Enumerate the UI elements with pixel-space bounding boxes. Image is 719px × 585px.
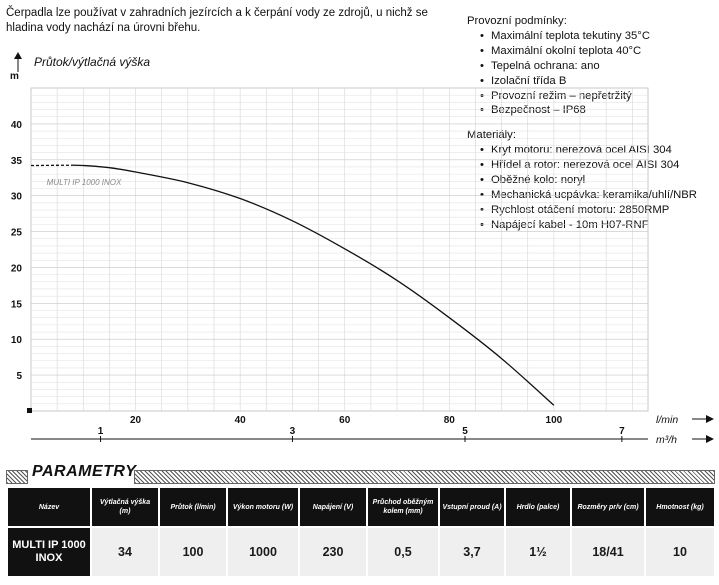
col-header: Hrdlo (palce) bbox=[506, 488, 570, 526]
y-tick-label: 25 bbox=[11, 228, 23, 239]
intro-text: Čerpadla lze používat v zahradních jezír… bbox=[6, 7, 428, 34]
params-header-row: Název Výtlačná výška (m) Průtok (l/min) … bbox=[8, 488, 714, 526]
series-label: MULTI IP 1000 INOX bbox=[47, 178, 122, 187]
col-header: Rozměry pr/v (cm) bbox=[572, 488, 644, 526]
x2-axis-arrowhead bbox=[706, 435, 714, 443]
table-cell: 230 bbox=[300, 526, 366, 576]
material-item: Oběžné kolo: noryl bbox=[480, 173, 717, 188]
header-hatch-right bbox=[134, 470, 715, 484]
params-header: PARAMETRY bbox=[6, 463, 715, 484]
material-item: Kryt motoru: nerezová ocel AISI 304 bbox=[480, 143, 717, 158]
x-tick-label: 20 bbox=[130, 415, 142, 426]
table-cell: 1½ bbox=[506, 526, 570, 576]
col-header: Název bbox=[8, 488, 90, 526]
plot-frame bbox=[30, 87, 649, 412]
col-header: Výkon motoru (W) bbox=[228, 488, 298, 526]
col-header: Výtlačná výška (m) bbox=[92, 488, 158, 526]
col-header: Průchod oběžným kolem (mm) bbox=[368, 488, 438, 526]
x-tick-label: 60 bbox=[339, 415, 351, 426]
col-header: Napájení (V) bbox=[300, 488, 366, 526]
conditions-title: Provozní podmínky: bbox=[467, 15, 567, 27]
col-header: Vstupní proud (A) bbox=[440, 488, 504, 526]
col-header: Průtok (l/min) bbox=[160, 488, 226, 526]
x2-tick-label: 1 bbox=[98, 426, 104, 437]
table-cell: 0,5 bbox=[368, 526, 438, 576]
header-hatch-left bbox=[6, 470, 28, 484]
series-line bbox=[72, 164, 555, 406]
condition-item: Tepelná ochrana: ano bbox=[480, 59, 717, 74]
table-cell: 18/41 bbox=[572, 526, 644, 576]
y-axis-unit: m bbox=[10, 71, 19, 82]
condition-item: Maximální okolní teplota 40°C bbox=[480, 44, 717, 59]
table-row: MULTI IP 1000 INOX 34 100 1000 230 0,5 3… bbox=[8, 526, 714, 576]
table-cell: 1000 bbox=[228, 526, 298, 576]
condition-item: Bezpečnost – IP68 bbox=[480, 103, 717, 118]
y-tick-label: 30 bbox=[11, 192, 23, 203]
table-cell: 100 bbox=[160, 526, 226, 576]
y-tick-label: 40 bbox=[11, 120, 23, 131]
condition-item: Izolační třída B bbox=[480, 74, 717, 89]
table-cell: 3,7 bbox=[440, 526, 504, 576]
x2-tick-label: 5 bbox=[462, 426, 468, 437]
material-item: Napájecí kabel - 10m H07-RNF bbox=[480, 218, 717, 233]
y-tick-label: 20 bbox=[11, 263, 23, 274]
y-tick-label: 15 bbox=[11, 299, 23, 310]
x2-tick-label: 7 bbox=[619, 426, 625, 437]
x2-axis-unit: m³/h bbox=[656, 434, 677, 446]
chart-title: Průtok/výtlačná výška bbox=[34, 55, 151, 69]
x-tick-label: 40 bbox=[235, 415, 247, 426]
specs-panel: Provozní podmínky: Maximální teplota tek… bbox=[467, 14, 717, 243]
y-axis-arrowhead bbox=[14, 52, 22, 59]
col-header: Hmotnost (kg) bbox=[646, 488, 714, 526]
x-tick-label: 80 bbox=[444, 415, 456, 426]
table-cell: 34 bbox=[92, 526, 158, 576]
conditions-list: Maximální teplota tekutiny 35°C Maximáln… bbox=[467, 29, 717, 118]
x-axis-arrowhead bbox=[706, 415, 714, 423]
model-name-cell: MULTI IP 1000 INOX bbox=[8, 526, 90, 576]
x2-tick-label: 3 bbox=[290, 426, 296, 437]
y-tick-label: 10 bbox=[11, 335, 23, 346]
y-tick-label: 5 bbox=[16, 371, 22, 382]
params-table: Název Výtlačná výška (m) Průtok (l/min) … bbox=[6, 488, 716, 576]
condition-item: Provozní režim – nepřetržitý bbox=[480, 89, 717, 104]
condition-item: Maximální teplota tekutiny 35°C bbox=[480, 29, 717, 44]
origin-marker bbox=[27, 408, 32, 413]
params-title: PARAMETRY bbox=[32, 463, 137, 480]
x-axis-unit: l/min bbox=[656, 414, 678, 426]
table-cell: 10 bbox=[646, 526, 714, 576]
x-tick-label: 100 bbox=[546, 415, 563, 426]
y-tick-label: 35 bbox=[11, 156, 23, 167]
